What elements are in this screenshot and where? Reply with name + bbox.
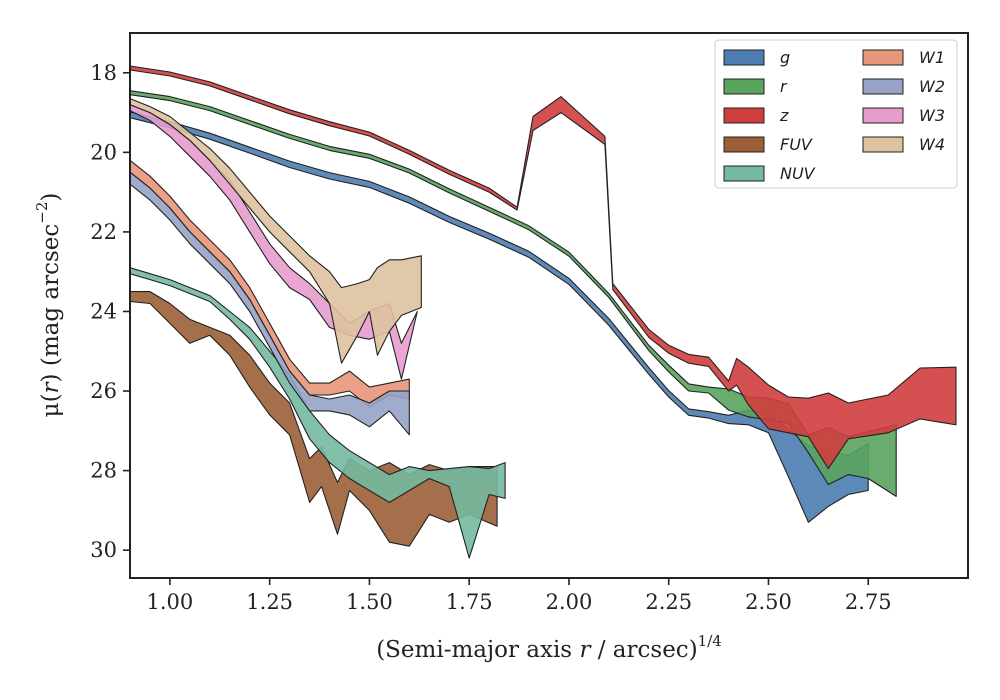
- x-tick-label: 1.75: [446, 590, 493, 614]
- legend-label-w3: W3: [919, 106, 945, 125]
- legend-label-w4: W4: [919, 135, 945, 154]
- x-axis-title-superscript: 1/4: [698, 632, 722, 650]
- x-tick-label: 1.25: [246, 590, 293, 614]
- legend-label-w1: W1: [919, 48, 945, 67]
- legend-label-z: z: [779, 106, 789, 125]
- y-axis-title-var: r: [38, 380, 64, 393]
- y-axis-title-prefix: μ(: [38, 393, 64, 417]
- y-axis-ticks: 18 20 22 24 26 28 30: [90, 61, 130, 562]
- legend-swatch-w3: [862, 107, 904, 124]
- y-tick-label: 26: [90, 379, 117, 403]
- x-tick-label: 1.00: [147, 590, 194, 614]
- legend-label-r: r: [780, 77, 788, 96]
- y-axis-title: μ(r) (mag arcsec−2): [33, 193, 64, 418]
- x-tick-label: 2.75: [845, 590, 892, 614]
- legend-swatch-w4: [862, 136, 904, 153]
- series-band-nuv: [129, 267, 506, 559]
- series-band-z: [129, 65, 957, 470]
- y-tick-label: 20: [90, 140, 117, 164]
- series-band-r: [129, 90, 897, 497]
- legend-label-fuv: FUV: [780, 135, 813, 154]
- y-tick-label: 22: [90, 220, 117, 244]
- legend-swatch-r: [723, 78, 765, 95]
- series-bands: [129, 65, 957, 559]
- legend: grz FUV NUV W1 W2 W3 W4: [714, 39, 958, 189]
- legend-swatch-w2: [862, 78, 904, 95]
- legend-swatch-fuv: [723, 136, 765, 153]
- legend-swatch-g: [723, 49, 765, 66]
- legend-label-g: g: [780, 48, 790, 67]
- x-axis-title: (Semi-major axis r / arcsec)1/4: [376, 632, 722, 663]
- x-tick-label: 1.50: [346, 590, 393, 614]
- y-tick-label: 28: [90, 459, 117, 483]
- legend-label-nuv: NUV: [780, 164, 816, 183]
- y-tick-label: 18: [90, 61, 117, 85]
- y-axis-title-superscript: −2: [33, 202, 51, 224]
- x-axis-title-var: r: [579, 637, 592, 663]
- plot-frame: [129, 32, 969, 579]
- y-axis-title-suffix: ) (mag arcsec: [38, 224, 64, 383]
- y-tick-label: 24: [90, 299, 117, 323]
- series-band-w2: [129, 171, 410, 436]
- y-axis-title-close: ): [38, 193, 64, 202]
- legend-swatch-nuv: [723, 165, 765, 182]
- x-tick-label: 2.25: [645, 590, 692, 614]
- x-axis-title-suffix: / arcsec): [590, 637, 697, 663]
- x-tick-label: 2.50: [745, 590, 792, 614]
- x-axis-ticks: 1.00 1.25 1.50 1.75 2.00 2.25 2.50 2.75: [147, 578, 892, 614]
- legend-swatch-z: [723, 107, 765, 124]
- legend-swatch-w1: [862, 49, 904, 66]
- x-tick-label: 2.00: [546, 590, 593, 614]
- series-band-w4: [129, 98, 422, 364]
- y-tick-label: 30: [90, 538, 117, 562]
- x-axis-title-prefix: (Semi-major axis: [376, 637, 579, 663]
- legend-label-w2: W2: [919, 77, 945, 96]
- series-band-g: [129, 111, 869, 523]
